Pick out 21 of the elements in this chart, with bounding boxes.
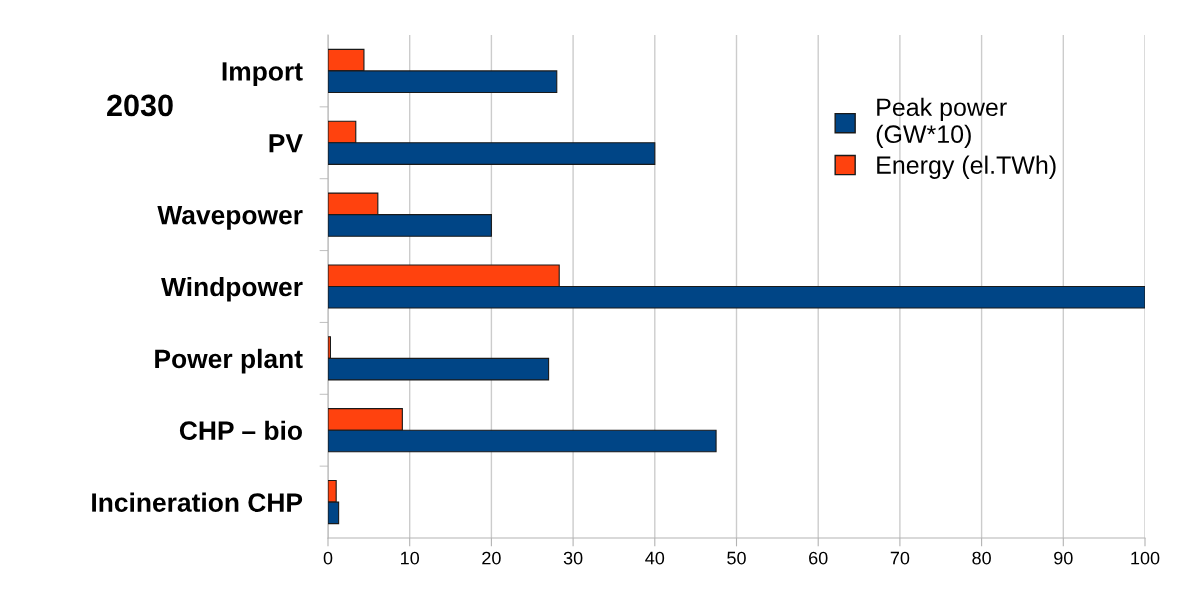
x-tick-label: 60 — [809, 551, 828, 565]
x-tick-label: 20 — [482, 551, 501, 565]
y-tick-label: PV — [269, 134, 303, 153]
legend-label: Energy (el.TWh) — [877, 155, 1056, 179]
x-tick-label: 90 — [1054, 551, 1073, 565]
x-tick-label: 50 — [727, 551, 746, 565]
y-tick-label: Import — [222, 62, 303, 86]
y-tick-label: Incineration CHP — [92, 492, 303, 512]
y-tick-label: Windpower — [161, 276, 303, 302]
x-tick-label: 10 — [401, 551, 420, 565]
y-tick-label: Power plant — [155, 348, 303, 374]
x-tick-label: 70 — [890, 551, 910, 565]
legend-label: Peak power (GW*10) — [876, 97, 1007, 148]
x-tick-label: 0 — [323, 551, 333, 565]
text: 2030 — [107, 94, 173, 117]
y-tick-label: CHP – bio — [179, 420, 302, 441]
x-tick-label: 30 — [563, 551, 583, 565]
x-tick-label: 80 — [972, 551, 991, 565]
y-tick-label: Wavepower — [157, 206, 303, 230]
x-tick-label: 100 — [1131, 551, 1160, 565]
x-tick-label: 40 — [645, 551, 665, 565]
